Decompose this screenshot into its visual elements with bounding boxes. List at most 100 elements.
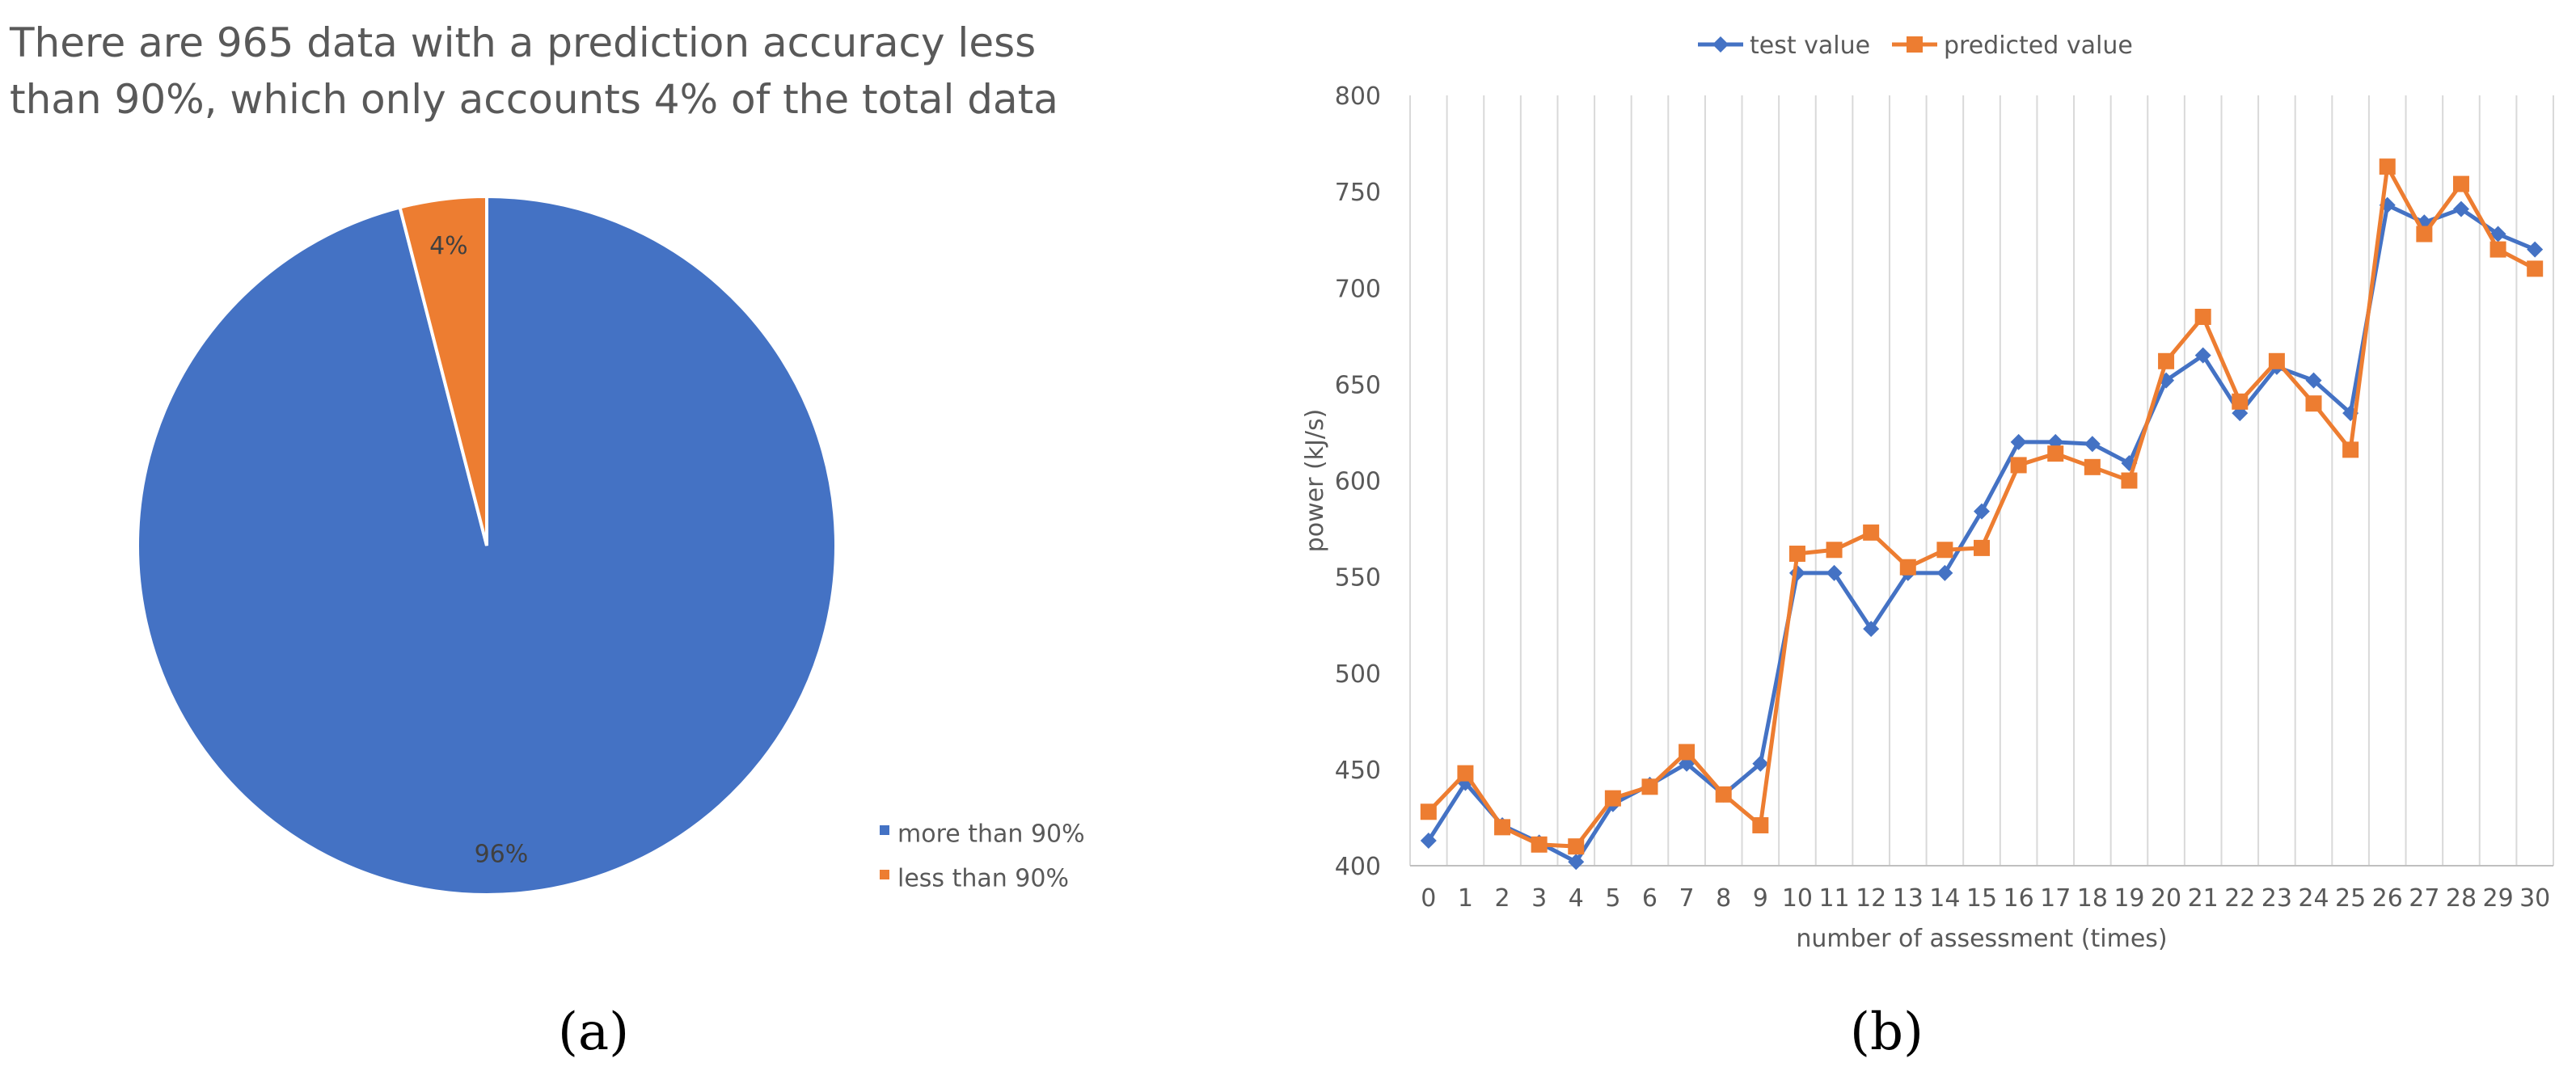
legend-label-1: predicted value: [1944, 32, 2133, 60]
data-point-1: [1457, 765, 1474, 782]
data-point-1: [1679, 744, 1696, 761]
data-point-1: [2232, 393, 2249, 410]
panel-label-a: (a): [558, 1002, 630, 1062]
pie-chart-panel: There are 965 data with a prediction acc…: [0, 0, 1132, 1088]
data-point-1: [1863, 524, 1880, 541]
pie-data-label-1: 4%: [429, 232, 468, 260]
x-tick-label: 0: [1421, 884, 1436, 913]
x-tick-label: 18: [2077, 884, 2108, 913]
y-tick-label: 750: [1335, 179, 1381, 207]
x-tick-label: 22: [2224, 884, 2255, 913]
data-point-1: [2489, 241, 2506, 258]
legend-marker-0: [880, 825, 889, 835]
legend-label-0: test value: [1750, 32, 1870, 60]
data-point-0: [2305, 372, 2322, 389]
data-point-1: [2305, 395, 2322, 412]
y-tick-label: 500: [1335, 660, 1381, 689]
x-tick-label: 5: [1605, 884, 1620, 913]
x-tick-label: 4: [1569, 884, 1584, 913]
data-point-0: [2084, 436, 2101, 453]
data-point-0: [1568, 854, 1585, 871]
data-point-1: [2047, 445, 2064, 462]
data-point-1: [1826, 542, 1843, 559]
pie-slice-1: [398, 194, 488, 546]
data-point-1: [1752, 816, 1769, 833]
x-tick-label: 16: [2004, 884, 2034, 913]
x-tick-label: 2: [1494, 884, 1510, 913]
data-point-1: [1641, 778, 1658, 795]
x-tick-label: 8: [1716, 884, 1731, 913]
line-chart-panel: 400 450 500 550 600 650 700 750 800 0 1 2 3 4 5 6 7 8 9 10 1…: [1261, 0, 2576, 1088]
data-point-0: [2452, 200, 2469, 217]
data-point-0: [1974, 503, 1990, 520]
legend-marker-1: [880, 870, 889, 879]
x-tick-label: 11: [1818, 884, 1849, 913]
data-point-1: [2452, 175, 2469, 192]
data-point-1: [1494, 819, 1511, 836]
x-tick-label: 24: [2298, 884, 2329, 913]
x-tick-label: 21: [2188, 884, 2219, 913]
x-tick-label: 6: [1642, 884, 1658, 913]
legend-label-1: less than 90%: [897, 865, 1069, 893]
data-point-1: [2342, 441, 2359, 458]
x-tick-label: 13: [1893, 884, 1924, 913]
x-tick-label: 10: [1782, 884, 1813, 913]
data-point-1: [2379, 158, 2396, 175]
x-tick-label: 7: [1679, 884, 1695, 913]
data-point-0: [1420, 833, 1437, 850]
data-point-1: [2194, 308, 2211, 325]
data-point-1: [2010, 457, 2027, 474]
data-point-0: [2527, 241, 2544, 258]
data-point-0: [1752, 755, 1769, 772]
x-tick-label: 28: [2446, 884, 2477, 913]
x-tick-label: 3: [1531, 884, 1547, 913]
data-point-0: [2158, 372, 2175, 389]
data-point-1: [1715, 786, 1732, 803]
x-tick-label: 15: [1966, 884, 1997, 913]
x-tick-label: 17: [2040, 884, 2071, 913]
x-tick-label: 29: [2482, 884, 2513, 913]
legend-label-0: more than 90%: [897, 820, 1085, 849]
data-point-1: [1936, 542, 1953, 559]
data-point-1: [2416, 226, 2433, 242]
data-point-1: [2527, 260, 2544, 277]
data-point-1: [2084, 458, 2101, 475]
x-tick-label: 1: [1458, 884, 1473, 913]
data-point-0: [1936, 564, 1953, 581]
data-point-1: [2158, 352, 2175, 369]
x-tick-label: 30: [2519, 884, 2550, 913]
data-point-0: [2489, 226, 2506, 242]
x-tick-label: 25: [2335, 884, 2366, 913]
data-point-0: [2010, 433, 2027, 450]
pie-data-label-0: 96%: [475, 841, 529, 869]
x-tick-label: 20: [2151, 884, 2181, 913]
data-point-1: [1420, 803, 1437, 820]
x-tick-label: 19: [2114, 884, 2144, 913]
data-point-1: [1531, 836, 1548, 853]
y-tick-label: 450: [1335, 757, 1381, 785]
y-tick-label: 600: [1335, 468, 1381, 496]
x-tick-label: 23: [2261, 884, 2292, 913]
pie-chart-title: There are 965 data with a prediction acc…: [10, 19, 1058, 123]
data-point-0: [1863, 620, 1880, 637]
data-point-1: [1604, 790, 1621, 807]
legend-marker-0: [1712, 36, 1729, 53]
y-tick-label: 400: [1335, 853, 1381, 881]
data-point-0: [1826, 564, 1843, 581]
x-tick-label: 27: [2409, 884, 2439, 913]
y-tick-label: 650: [1335, 371, 1381, 399]
y-tick-label: 800: [1335, 82, 1381, 111]
data-point-1: [1974, 539, 1990, 556]
data-point-1: [1788, 546, 1805, 563]
y-tick-label: 550: [1335, 564, 1381, 592]
x-tick-label: 9: [1753, 884, 1768, 913]
pie-chart: 96% 4% more than 90% less than 90%: [136, 194, 1085, 896]
data-point-1: [1899, 559, 1916, 576]
x-tick-label: 26: [2372, 884, 2403, 913]
x-tick-label: 12: [1856, 884, 1886, 913]
data-point-1: [2121, 472, 2138, 489]
legend-marker-1: [1907, 36, 1923, 53]
panel-label-b: (b): [1850, 1002, 1924, 1062]
data-point-0: [2194, 347, 2211, 364]
